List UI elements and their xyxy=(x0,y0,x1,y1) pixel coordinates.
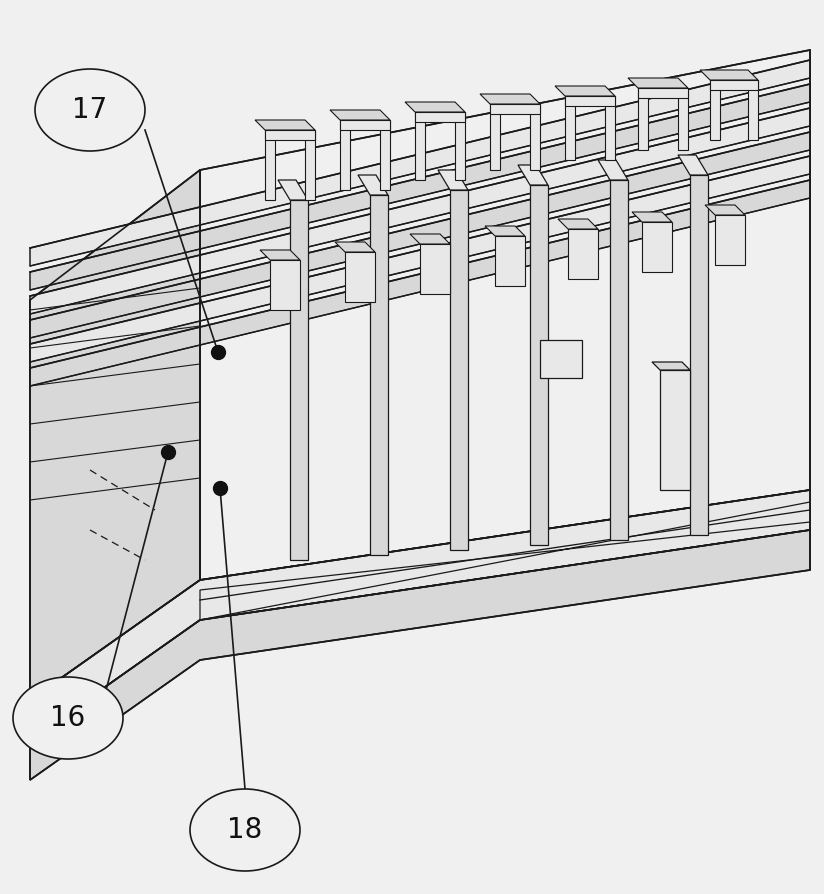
Text: 17: 17 xyxy=(73,96,108,124)
Polygon shape xyxy=(628,78,688,88)
Polygon shape xyxy=(495,236,525,286)
Polygon shape xyxy=(30,490,810,740)
Polygon shape xyxy=(530,104,540,170)
Polygon shape xyxy=(565,96,615,106)
Polygon shape xyxy=(415,112,465,122)
Polygon shape xyxy=(30,170,200,700)
Polygon shape xyxy=(540,340,582,378)
Polygon shape xyxy=(490,104,500,170)
Polygon shape xyxy=(380,120,390,190)
Polygon shape xyxy=(270,260,300,310)
Polygon shape xyxy=(200,50,810,580)
Ellipse shape xyxy=(190,789,300,871)
Polygon shape xyxy=(438,170,468,190)
Text: 16: 16 xyxy=(50,704,86,732)
Polygon shape xyxy=(700,70,758,80)
Polygon shape xyxy=(415,112,425,180)
Polygon shape xyxy=(598,160,628,180)
Polygon shape xyxy=(530,185,548,545)
Polygon shape xyxy=(450,190,468,550)
Polygon shape xyxy=(710,80,720,140)
Polygon shape xyxy=(642,222,672,272)
Polygon shape xyxy=(632,212,672,222)
Polygon shape xyxy=(555,86,615,96)
Polygon shape xyxy=(340,120,390,130)
Polygon shape xyxy=(200,502,810,620)
Polygon shape xyxy=(290,200,308,560)
Polygon shape xyxy=(490,104,540,114)
Polygon shape xyxy=(652,362,690,370)
Text: 18: 18 xyxy=(227,816,263,844)
Polygon shape xyxy=(678,88,688,150)
Polygon shape xyxy=(30,156,810,362)
Polygon shape xyxy=(370,195,388,555)
Polygon shape xyxy=(305,130,315,200)
Polygon shape xyxy=(568,229,598,279)
Polygon shape xyxy=(748,80,758,140)
Polygon shape xyxy=(558,219,598,229)
Polygon shape xyxy=(410,234,450,244)
Ellipse shape xyxy=(35,69,145,151)
Polygon shape xyxy=(30,84,810,290)
Polygon shape xyxy=(638,88,648,150)
Polygon shape xyxy=(638,88,688,98)
Polygon shape xyxy=(485,226,525,236)
Polygon shape xyxy=(358,175,388,195)
Polygon shape xyxy=(30,60,810,266)
Polygon shape xyxy=(660,370,690,490)
Polygon shape xyxy=(345,252,375,302)
Polygon shape xyxy=(565,96,575,160)
Polygon shape xyxy=(518,165,548,185)
Polygon shape xyxy=(335,242,375,252)
Polygon shape xyxy=(30,530,810,780)
Polygon shape xyxy=(30,180,810,386)
Polygon shape xyxy=(330,110,390,120)
Polygon shape xyxy=(715,215,745,265)
Polygon shape xyxy=(610,180,628,540)
Polygon shape xyxy=(260,250,300,260)
Polygon shape xyxy=(690,175,708,535)
Polygon shape xyxy=(605,96,615,160)
Polygon shape xyxy=(678,155,708,175)
Polygon shape xyxy=(265,130,315,140)
Polygon shape xyxy=(480,94,540,104)
Ellipse shape xyxy=(13,677,123,759)
Polygon shape xyxy=(405,102,465,112)
Polygon shape xyxy=(278,180,308,200)
Polygon shape xyxy=(30,108,810,314)
Polygon shape xyxy=(30,132,810,338)
Polygon shape xyxy=(340,120,350,190)
Polygon shape xyxy=(710,80,758,90)
Polygon shape xyxy=(420,244,450,294)
Polygon shape xyxy=(265,130,275,200)
Polygon shape xyxy=(705,205,745,215)
Polygon shape xyxy=(255,120,315,130)
Polygon shape xyxy=(455,112,465,180)
